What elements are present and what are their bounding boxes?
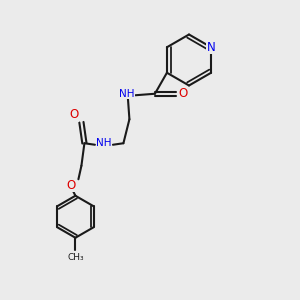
- Text: CH₃: CH₃: [67, 253, 84, 262]
- Text: NH: NH: [96, 138, 112, 148]
- Text: N: N: [207, 41, 215, 54]
- Text: O: O: [69, 108, 79, 121]
- Text: O: O: [179, 87, 188, 100]
- Text: O: O: [66, 179, 76, 192]
- Text: NH: NH: [119, 89, 134, 99]
